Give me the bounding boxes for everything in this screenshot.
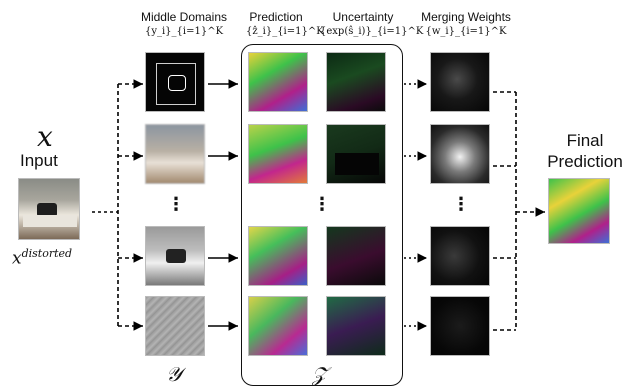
final-prediction-label: Final Prediction (540, 130, 630, 172)
uncertainty-image-3 (326, 226, 386, 286)
middle-domains-title: Middle Domains (140, 10, 228, 24)
prediction-formula: {ẑ_i}_{i=1}^K (246, 26, 324, 37)
uncertainty-image-2 (326, 124, 386, 184)
final-prediction-label-line1: Final (566, 131, 604, 150)
middle-domain-image-edges (145, 52, 205, 112)
middle-domain-image-gray (145, 226, 205, 286)
uncertainty-image-1 (326, 52, 386, 112)
uncertainty-formula: {exp(ŝ_i)}_{i=1}^K (320, 26, 424, 37)
middle-domain-image-normals-gray (145, 296, 205, 356)
input-symbol: x (37, 120, 53, 153)
prediction-uncertainty-group (241, 44, 403, 386)
merging-weight-image-2 (430, 124, 490, 184)
middle-domains-formula: {y_i}_{i=1}^K (144, 26, 224, 37)
merging-weight-image-3 (430, 226, 490, 286)
uncertainty-image-4 (326, 296, 386, 356)
merging-weights-title: Merging Weights (421, 10, 511, 24)
prediction-image-4 (248, 296, 308, 356)
y-set-symbol: 𝒴 (166, 362, 182, 386)
final-prediction-image (548, 178, 610, 244)
prediction-image-1 (248, 52, 308, 112)
merging-weight-image-4 (430, 296, 490, 356)
prediction-image-3 (248, 226, 308, 286)
final-prediction-label-line2: Prediction (547, 152, 623, 171)
merging-weights-formula: {w_i}_{i=1}^K (425, 26, 507, 37)
merging-weight-image-1 (430, 52, 490, 112)
z-set-symbol: 𝒵 (312, 362, 328, 386)
prediction-title: Prediction (249, 10, 303, 24)
prediction-image-2 (248, 124, 308, 184)
middle-domain-image-blur (145, 124, 205, 184)
input-label: Input (20, 151, 58, 170)
uncertainty-title: Uncertainty (332, 10, 394, 24)
distorted-input-symbol: xdistorted (12, 247, 73, 269)
input-image (18, 178, 80, 240)
